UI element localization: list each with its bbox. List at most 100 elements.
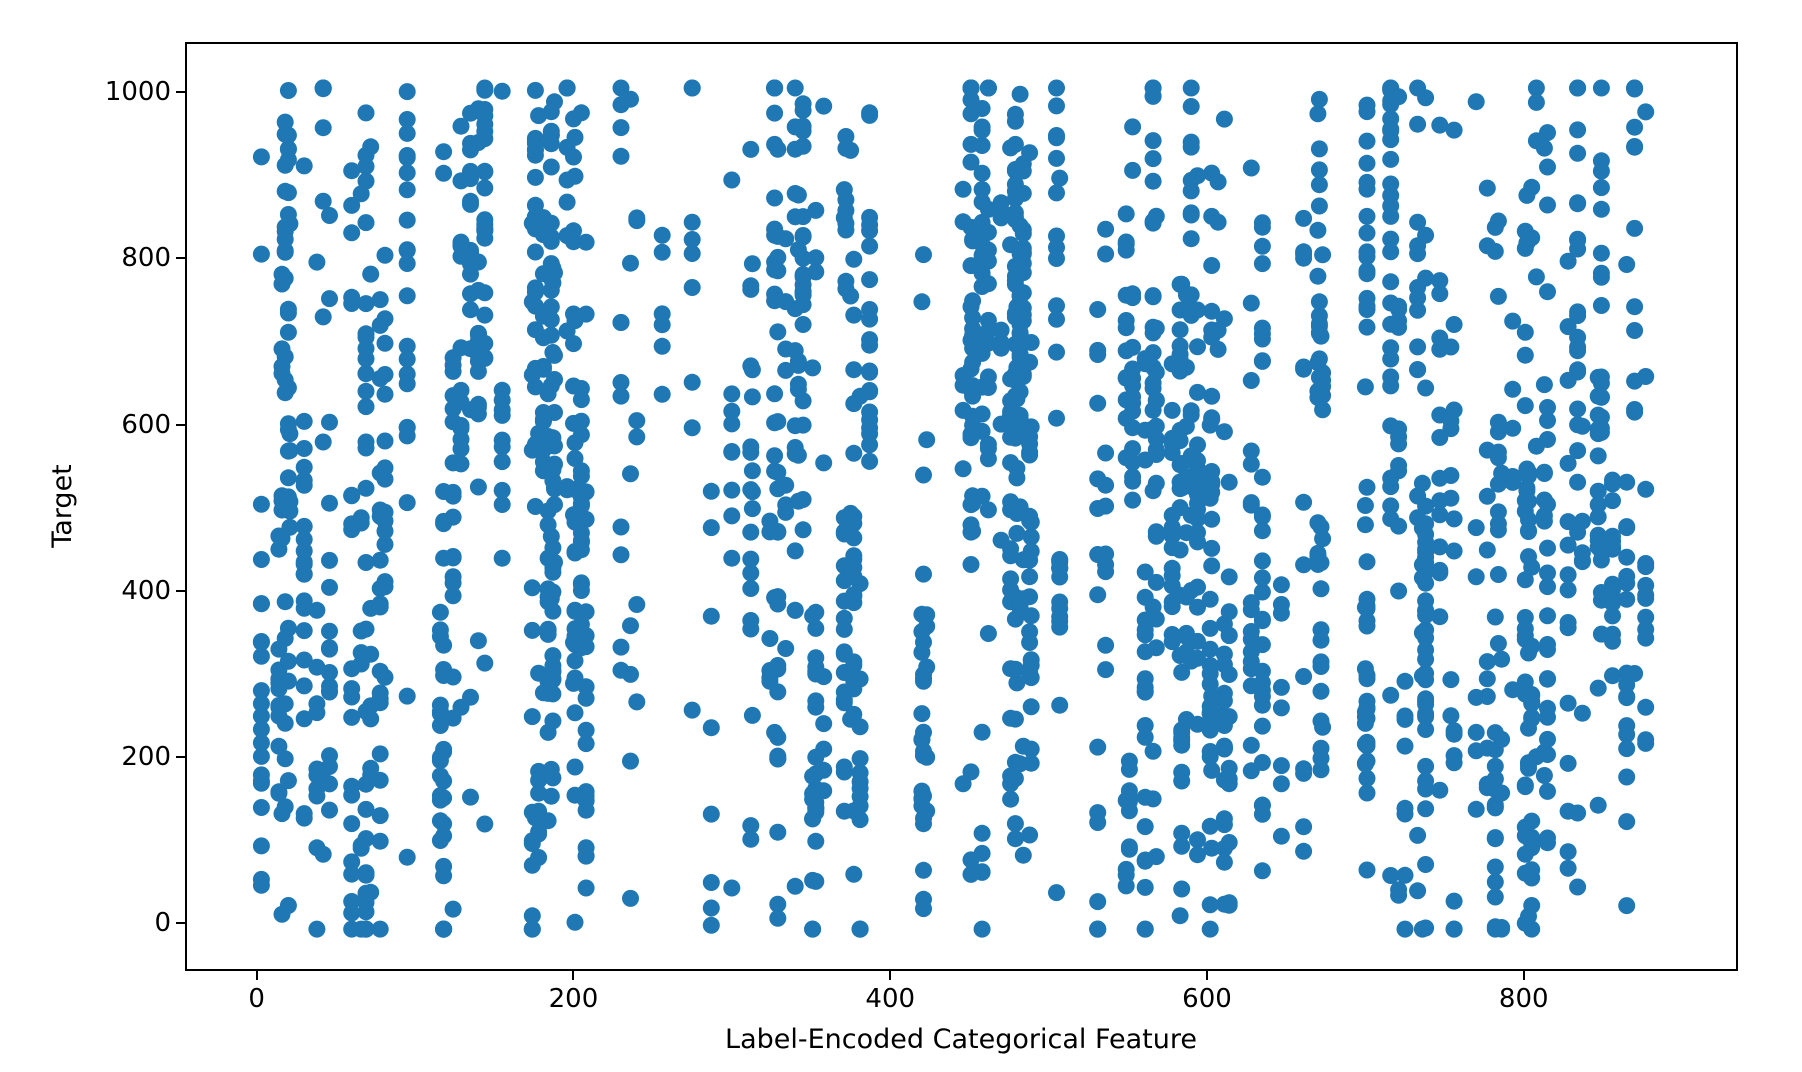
- scatter-point: [1008, 469, 1026, 487]
- scatter-point: [1002, 139, 1020, 157]
- scatter-point: [308, 601, 326, 619]
- scatter-point: [1539, 399, 1556, 416]
- scatter-point: [766, 189, 784, 207]
- scatter-point: [1539, 196, 1556, 214]
- scatter-point: [1539, 636, 1556, 653]
- scatter-point: [1559, 252, 1577, 270]
- scatter-point: [973, 181, 991, 198]
- scatter-point: [743, 255, 761, 273]
- scatter-point: [1201, 640, 1219, 658]
- scatter-point: [1002, 454, 1020, 472]
- scatter-point: [523, 293, 541, 311]
- scatter-point: [962, 79, 980, 97]
- scatter-point: [357, 479, 375, 497]
- scatter-point: [565, 414, 582, 432]
- scatter-point: [1409, 882, 1427, 900]
- scatter-point: [954, 213, 972, 231]
- scatter-point: [1312, 554, 1330, 572]
- scatter-point: [1189, 649, 1206, 667]
- scatter-point: [1314, 401, 1332, 419]
- scatter-point: [279, 415, 297, 433]
- scatter-point: [1182, 79, 1200, 97]
- scatter-point: [1569, 79, 1587, 97]
- scatter-point: [1467, 93, 1485, 111]
- scatter-point: [683, 701, 701, 719]
- scatter-point: [1478, 775, 1496, 793]
- scatter-point: [913, 705, 931, 723]
- scatter-point: [1445, 754, 1463, 772]
- scatter-point: [577, 305, 595, 323]
- scatter-point: [295, 476, 313, 494]
- scatter-point: [431, 621, 449, 639]
- scatter-point: [1417, 379, 1435, 397]
- scatter-point: [1011, 361, 1029, 379]
- scatter-point: [343, 893, 361, 910]
- scatter-point: [542, 232, 560, 250]
- scatter-point: [523, 621, 541, 639]
- scatter-point: [539, 622, 557, 640]
- scatter-point: [845, 567, 863, 585]
- scatter-point: [743, 500, 761, 518]
- scatter-point: [1445, 542, 1463, 560]
- scatter-point: [979, 223, 997, 241]
- scatter-point: [462, 265, 479, 283]
- scatter-point: [723, 879, 741, 897]
- scatter-point: [1618, 768, 1636, 786]
- scatter-point: [918, 802, 936, 820]
- scatter-point: [1417, 602, 1435, 620]
- scatter-point: [794, 296, 812, 314]
- scatter-point: [1486, 608, 1504, 626]
- scatter-point: [1409, 509, 1427, 527]
- scatter-point: [1011, 498, 1029, 516]
- scatter-point: [1136, 728, 1154, 746]
- scatter-point: [861, 362, 879, 380]
- scatter-point: [1618, 813, 1636, 831]
- scatter-point: [1569, 342, 1587, 360]
- scatter-point: [1203, 687, 1221, 705]
- y-tick-label: 1000: [104, 77, 171, 108]
- scatter-point: [1089, 394, 1107, 412]
- y-tick-mark: [176, 589, 185, 592]
- y-tick-label: 0: [154, 908, 171, 939]
- scatter-point: [1382, 150, 1400, 168]
- scatter-point: [1089, 500, 1107, 517]
- scatter-point: [628, 209, 646, 227]
- scatter-point: [295, 517, 313, 535]
- scatter-point: [1173, 880, 1191, 898]
- scatter-point: [1569, 878, 1587, 896]
- scatter-point: [1182, 133, 1200, 151]
- scatter-point: [1242, 660, 1260, 678]
- scatter-point: [1117, 391, 1135, 409]
- scatter-point: [992, 194, 1010, 212]
- scatter-point: [973, 824, 991, 842]
- scatter-point: [273, 905, 291, 923]
- scatter-point: [1417, 693, 1435, 711]
- scatter-point: [1295, 493, 1313, 511]
- scatter-point: [476, 654, 494, 672]
- scatter-point: [979, 379, 997, 396]
- scatter-point: [476, 211, 494, 229]
- scatter-point: [343, 196, 361, 214]
- scatter-point: [1220, 568, 1238, 586]
- scatter-point: [523, 920, 541, 938]
- scatter-point: [493, 406, 511, 424]
- scatter-point: [702, 874, 720, 891]
- scatter-point: [794, 208, 812, 226]
- scatter-point: [1516, 864, 1534, 882]
- scatter-point: [628, 693, 646, 711]
- scatter-point: [702, 899, 720, 917]
- scatter-point: [1486, 757, 1504, 775]
- scatter-point: [915, 466, 932, 484]
- scatter-point: [1117, 860, 1135, 878]
- scatter-point: [1396, 866, 1414, 884]
- scatter-point: [1136, 588, 1154, 606]
- scatter-point: [1201, 656, 1219, 674]
- scatter-point: [431, 752, 449, 770]
- scatter-point: [343, 815, 361, 833]
- scatter-point: [1312, 749, 1330, 767]
- scatter-point: [702, 719, 720, 737]
- scatter-point: [1189, 301, 1206, 319]
- scatter-point: [270, 640, 288, 658]
- scatter-point: [252, 707, 270, 725]
- scatter-point: [1409, 338, 1427, 356]
